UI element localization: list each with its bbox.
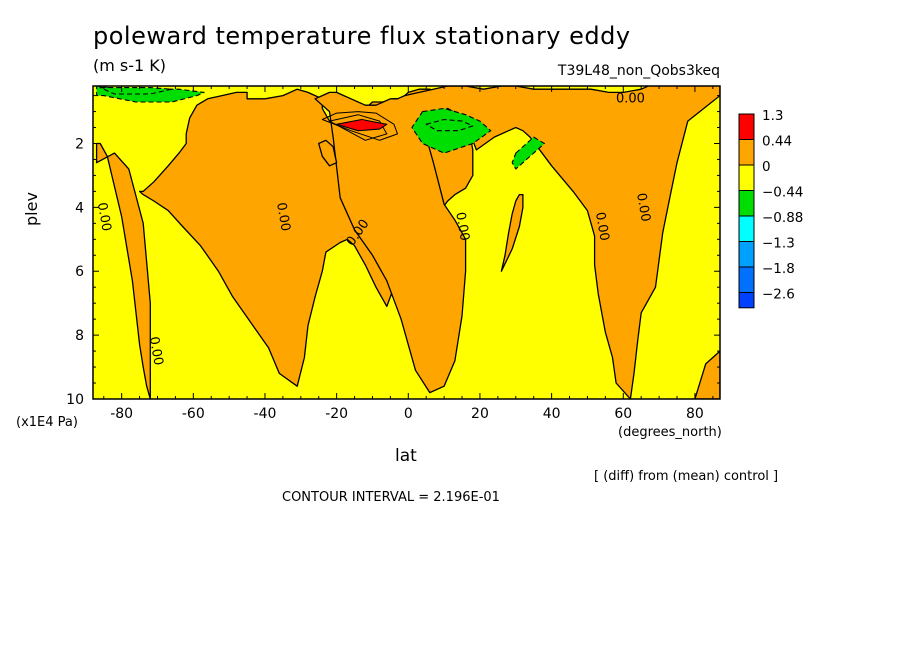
colorbar-label: 0 [762,159,771,175]
contour-label: 0.00 [94,201,114,232]
chart-units: (m s-1 K) [93,56,167,75]
y-axis-unit: (x1E4 Pa) [16,415,78,430]
colorbar-swatch [738,164,755,191]
contour-region [321,111,398,141]
contour-region [411,107,492,154]
contour-region [500,193,524,272]
x-tick-label: 60 [614,406,632,422]
contour-region [329,114,388,141]
y-tick-label: 6 [75,264,84,280]
x-axis-unit: (degrees_north) [618,425,722,440]
colorbar-swatch [738,266,755,293]
colorbar-label: 0.44 [762,134,792,150]
colorbar-label: −0.44 [762,185,803,201]
contour-fields: 0.000.00 0.00 0.00 0.00 0.000.000.00 [93,86,720,399]
contour-region [99,87,173,95]
colorbar-swatch [738,215,755,242]
contour-label: 0.00 [592,211,612,242]
contour-region [336,118,388,132]
x-tick-label: -40 [254,406,277,422]
plot-frame [92,85,721,400]
y-tick-label: 4 [75,200,84,216]
x-tick-label: 0 [404,406,413,422]
contour-region [95,142,151,399]
contour-region [690,350,720,399]
x-tick-label: 40 [543,406,561,422]
contour-region [511,136,545,170]
y-tick-label: 10 [66,392,84,408]
contour-interval: CONTOUR INTERVAL = 2.196E-01 [282,490,500,505]
colorbar-swatch [738,113,755,140]
contour-label: 0.00 [273,201,293,232]
contour-label: 0.00 [146,336,166,367]
x-tick-label: 80 [686,406,704,422]
y-tick-label: 8 [75,328,84,344]
x-tick-label: 20 [471,406,489,422]
colorbar-swatch [738,292,755,309]
y-tick-label: 2 [75,136,84,152]
colorbar-label: −1.8 [762,261,795,277]
colorbar-label: −1.3 [762,236,795,252]
colorbar-label: −2.6 [762,287,795,303]
colorbar-label: 1.3 [762,108,783,124]
contour-label: 0.00 [633,192,653,223]
colorbar-swatch [738,139,755,166]
contour-label: 0.00 [616,91,645,106]
chart-title: poleward temperature flux stationary edd… [93,22,631,50]
x-tick-label: -80 [110,406,133,422]
diff-note: [ (diff) from (mean) control ] [594,469,779,484]
contour-label: 0.00 [452,211,472,242]
colorbar-label: −0.88 [762,210,803,226]
contour-region [425,118,474,132]
colorbar-swatch [738,190,755,217]
x-axis-label: lat [395,446,417,466]
x-tick-label: -20 [325,406,348,422]
x-tick-label: -60 [182,406,205,422]
colorbar-swatch [738,241,755,268]
contour-region [314,86,720,399]
experiment-label: T39L48_non_Qobs3keq [557,63,720,79]
contour-region [318,139,338,167]
